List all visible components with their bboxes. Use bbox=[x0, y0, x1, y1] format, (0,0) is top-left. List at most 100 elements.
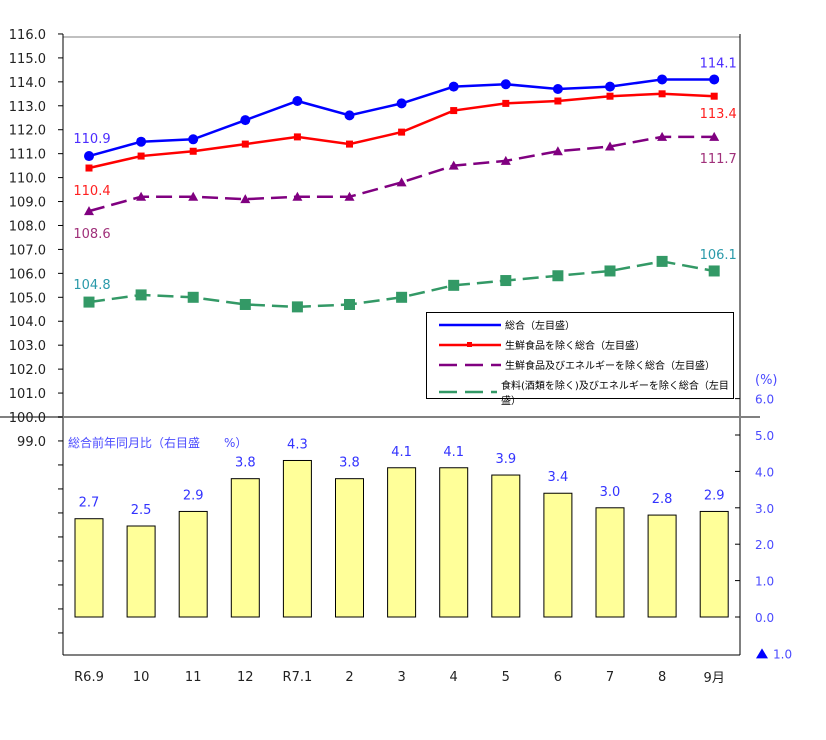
data-point bbox=[137, 152, 145, 160]
right-tick-label: 3.0 bbox=[755, 502, 774, 516]
right-axis-unit: (%) bbox=[755, 373, 778, 388]
left-tick-label: 104.0 bbox=[9, 315, 46, 330]
x-tick-label: R6.9 bbox=[74, 670, 104, 685]
data-point bbox=[552, 146, 563, 156]
bar bbox=[126, 525, 156, 618]
bar-data-label: 2.8 bbox=[652, 492, 673, 507]
data-point bbox=[448, 160, 459, 170]
bar-data-label: 3.0 bbox=[600, 485, 621, 500]
data-point bbox=[396, 177, 407, 187]
data-point bbox=[396, 98, 407, 109]
data-point bbox=[85, 164, 93, 172]
data-point bbox=[500, 79, 511, 90]
x-tick-label: 10 bbox=[133, 670, 150, 685]
left-tick-label: 107.0 bbox=[9, 243, 46, 258]
left-tick-label: 100.0 bbox=[9, 411, 46, 426]
series-first-label: 104.8 bbox=[73, 278, 110, 293]
data-point bbox=[291, 301, 303, 313]
data-point bbox=[658, 90, 666, 98]
data-point bbox=[554, 97, 562, 105]
x-tick-label: 4 bbox=[450, 670, 458, 685]
right-tick-label: 1.0 bbox=[773, 647, 792, 661]
bar-data-label: 4.3 bbox=[287, 437, 308, 452]
bar-data-label: 3.8 bbox=[339, 456, 360, 471]
data-point bbox=[448, 279, 460, 291]
data-point bbox=[344, 298, 355, 310]
left-tick-label: 103.0 bbox=[9, 339, 46, 354]
bar bbox=[335, 478, 364, 618]
left-tick-label: 113.0 bbox=[9, 100, 46, 115]
data-point bbox=[239, 298, 251, 310]
left-tick-label: 99.0 bbox=[17, 435, 46, 450]
series-last-label: 111.7 bbox=[700, 152, 737, 167]
data-point bbox=[657, 74, 668, 85]
right-tick-label: 5.0 bbox=[755, 429, 774, 443]
x-tick-label: 12 bbox=[237, 670, 254, 685]
series-first-label: 110.4 bbox=[73, 184, 110, 199]
data-point bbox=[240, 115, 251, 126]
data-point bbox=[240, 194, 251, 204]
bar bbox=[282, 459, 312, 618]
left-tick-label: 109.0 bbox=[9, 196, 46, 211]
data-point bbox=[710, 92, 718, 100]
left-tick-label: 101.0 bbox=[9, 387, 46, 402]
data-point bbox=[187, 291, 199, 303]
data-point bbox=[709, 74, 720, 85]
bar-data-label: 4.1 bbox=[391, 445, 412, 460]
bar-data-label: 2.9 bbox=[704, 488, 725, 503]
data-point bbox=[344, 110, 355, 121]
legend-label-3: 食料(酒類を除く)及びエネルギーを除く総合（左目盛） bbox=[501, 381, 729, 407]
x-tick-label: 2 bbox=[345, 670, 353, 685]
data-point bbox=[189, 147, 197, 155]
data-point bbox=[292, 191, 303, 201]
left-tick-label: 112.0 bbox=[9, 124, 46, 139]
bar-data-label: 3.9 bbox=[495, 452, 516, 467]
right-tick-label: 0.0 bbox=[755, 611, 774, 625]
data-point bbox=[500, 155, 511, 165]
left-tick-label: 110.0 bbox=[9, 172, 46, 187]
data-point bbox=[605, 141, 615, 151]
data-point bbox=[136, 136, 147, 147]
data-point bbox=[136, 191, 147, 201]
data-point bbox=[188, 134, 199, 145]
data-point bbox=[84, 206, 94, 216]
x-tick-label: 8 bbox=[658, 670, 666, 685]
bar bbox=[595, 507, 625, 618]
bar bbox=[491, 474, 521, 618]
data-point bbox=[293, 133, 301, 141]
legend-label-2: 生鮮食品及びエネルギーを除く総合（左目盛） bbox=[505, 361, 715, 372]
legend: 総合（左目盛） 生鮮食品を除く総合（左目盛） 生鮮食品及びエネルギーを除く総合（… bbox=[426, 312, 734, 407]
legend-item-1: 生鮮食品を除く総合（左目盛） bbox=[439, 337, 645, 352]
left-tick-label: 114.0 bbox=[9, 76, 46, 91]
bar bbox=[699, 510, 729, 618]
left-tick-label: 115.0 bbox=[9, 52, 46, 67]
data-point bbox=[344, 191, 355, 201]
bar-data-label: 2.9 bbox=[183, 488, 204, 503]
data-point bbox=[604, 265, 616, 277]
data-point bbox=[83, 296, 95, 308]
data-point bbox=[135, 289, 147, 301]
right-tick-label: 4.0 bbox=[755, 465, 774, 479]
data-point bbox=[241, 140, 249, 148]
x-tick-label: 9月 bbox=[704, 671, 725, 686]
right-tick-label: 1.0 bbox=[755, 575, 774, 589]
left-tick-label: 105.0 bbox=[9, 291, 46, 306]
x-tick-label: 7 bbox=[606, 670, 614, 685]
x-tick-label: 3 bbox=[397, 670, 405, 685]
series-first-label: 108.6 bbox=[73, 227, 110, 242]
legend-item-3: 食料(酒類を除く)及びエネルギーを除く総合（左目盛） bbox=[439, 377, 733, 407]
legend-label-0: 総合（左目盛） bbox=[505, 321, 575, 332]
bar bbox=[74, 518, 104, 618]
legend-swatch-1 bbox=[439, 341, 501, 347]
data-point bbox=[188, 191, 199, 201]
bar bbox=[543, 492, 573, 618]
bar-data-label: 2.7 bbox=[79, 496, 100, 511]
negative-triangle-icon bbox=[756, 648, 768, 659]
data-point bbox=[500, 275, 512, 287]
bar bbox=[439, 467, 469, 618]
legend-item-0: 総合（左目盛） bbox=[439, 317, 575, 332]
bar bbox=[647, 514, 677, 618]
data-point bbox=[552, 84, 563, 95]
data-point bbox=[398, 128, 406, 136]
